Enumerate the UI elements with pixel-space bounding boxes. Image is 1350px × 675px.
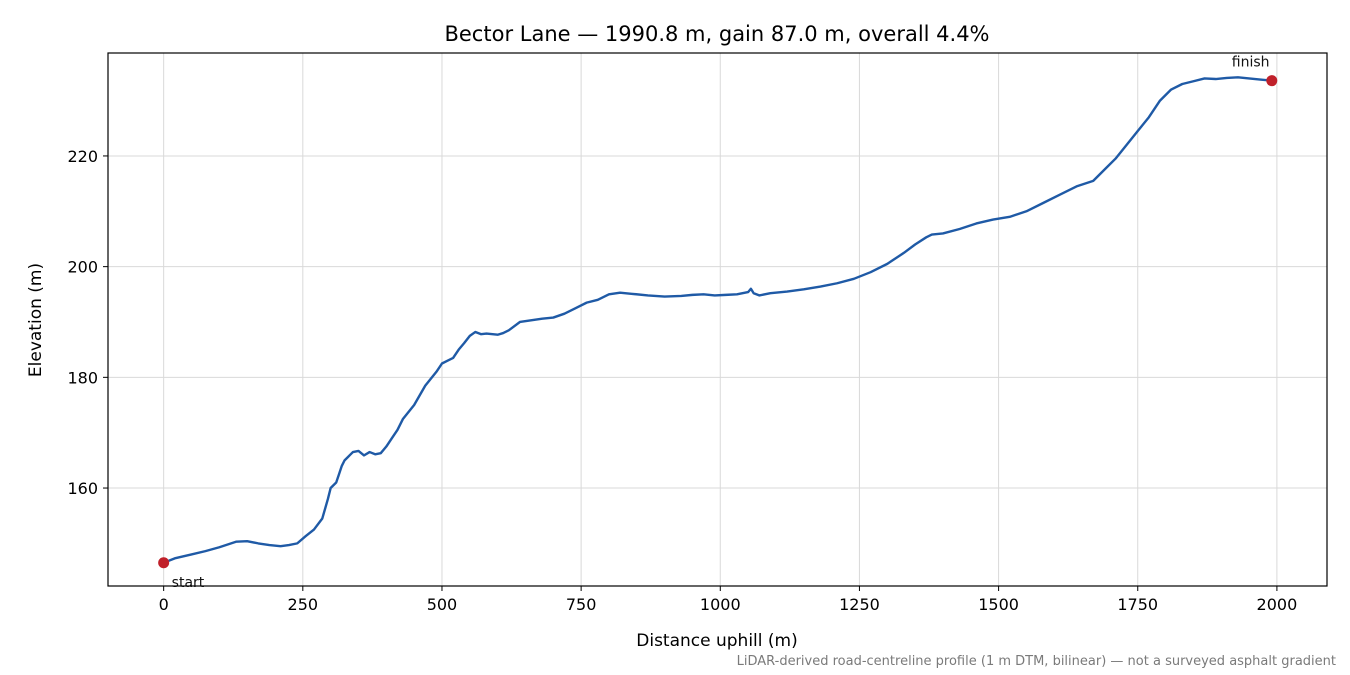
start-label: start (172, 575, 205, 591)
y-axis-label: Elevation (m) (26, 263, 46, 377)
x-tick-label: 250 (288, 595, 319, 614)
x-tick-label: 750 (566, 595, 597, 614)
plot-background (108, 53, 1327, 586)
x-tick-label: 1250 (839, 595, 880, 614)
footnote: LiDAR-derived road-centreline profile (1… (737, 654, 1336, 669)
y-tick-label: 160 (67, 479, 98, 498)
grid-lines (108, 53, 1327, 586)
y-tick-label: 180 (67, 368, 98, 387)
y-tick-label: 200 (67, 258, 98, 277)
start-marker (158, 557, 170, 569)
finish-marker (1266, 75, 1278, 87)
chart-title: Bector Lane — 1990.8 m, gain 87.0 m, ove… (444, 22, 989, 46)
plot-frame (107, 52, 1328, 587)
x-tick-label: 2000 (1257, 595, 1298, 614)
x-tick-label: 1500 (978, 595, 1019, 614)
finish-label: finish (1232, 55, 1270, 71)
y-tick-label: 220 (67, 147, 98, 166)
x-axis-label: Distance uphill (m) (636, 631, 797, 651)
x-tick-label: 0 (159, 595, 169, 614)
x-tick-label: 1750 (1117, 595, 1158, 614)
elevation-line (163, 76, 1272, 564)
axis-ticks: 0 250 500 750 1000 1250 1500 1750 2000 160 180 200 2… (67, 147, 1297, 614)
series-layer: start finish (158, 55, 1278, 591)
x-tick-label: 500 (427, 595, 458, 614)
x-tick-label: 1000 (700, 595, 741, 614)
